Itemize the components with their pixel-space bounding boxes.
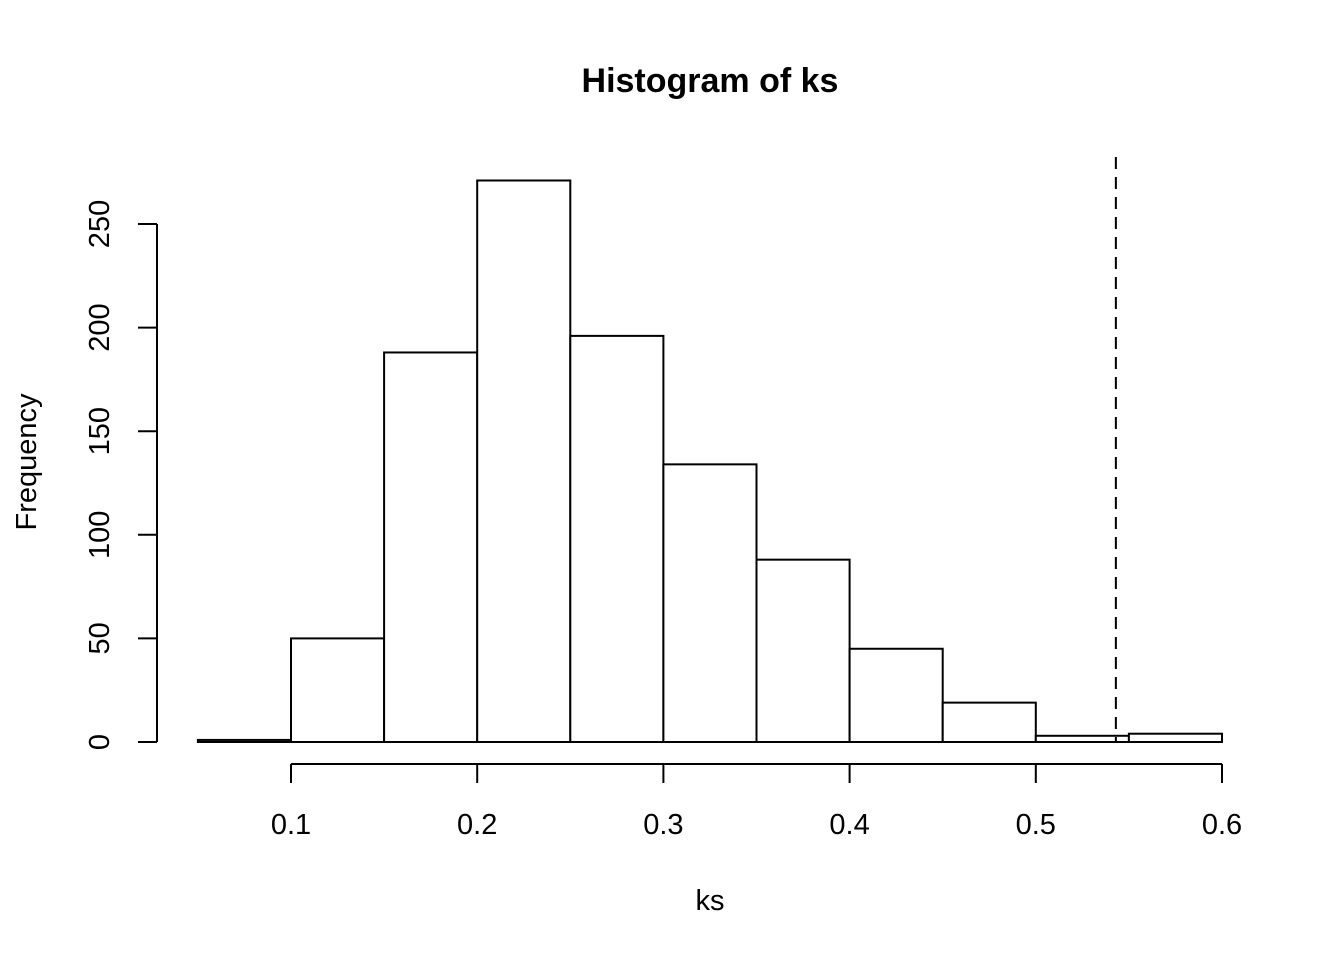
x-axis-label: ks <box>696 885 725 917</box>
x-tick-label-0: 0.1 <box>271 809 311 841</box>
histogram-bar-2 <box>290 637 386 744</box>
y-tick-label-4: 200 <box>84 303 116 351</box>
x-tick-label-5: 0.6 <box>1202 809 1242 841</box>
x-tick-label-1: 0.2 <box>457 809 497 841</box>
histogram-bar-1 <box>196 738 292 743</box>
y-tick-label-3: 150 <box>84 407 116 455</box>
histogram-bar-5 <box>569 334 665 743</box>
histogram-bar-9 <box>941 701 1037 744</box>
histogram-bar-11 <box>1127 732 1224 743</box>
histogram-bar-8 <box>848 647 944 744</box>
histogram-bar-6 <box>662 463 758 743</box>
x-tick-label-3: 0.4 <box>829 809 869 841</box>
histogram-bar-3 <box>383 351 479 743</box>
y-tick-label-5: 250 <box>84 200 116 248</box>
y-tick-label-2: 100 <box>84 511 116 559</box>
y-tick-label-0: 0 <box>84 734 116 750</box>
histogram-bar-7 <box>755 558 851 743</box>
x-tick-label-4: 0.5 <box>1016 809 1056 841</box>
y-tick-label-1: 50 <box>84 622 116 654</box>
bars-group <box>196 179 1224 744</box>
y-axis-label: Frequency <box>11 393 43 531</box>
chart-title: Histogram of ks <box>582 62 839 100</box>
x-axis: 0.1 0.2 0.3 0.4 0.5 0.6 <box>271 763 1242 841</box>
histogram-bar-4 <box>476 179 572 744</box>
x-tick-label-2: 0.3 <box>643 809 683 841</box>
y-axis: 0 50 100 150 200 250 <box>84 200 158 750</box>
